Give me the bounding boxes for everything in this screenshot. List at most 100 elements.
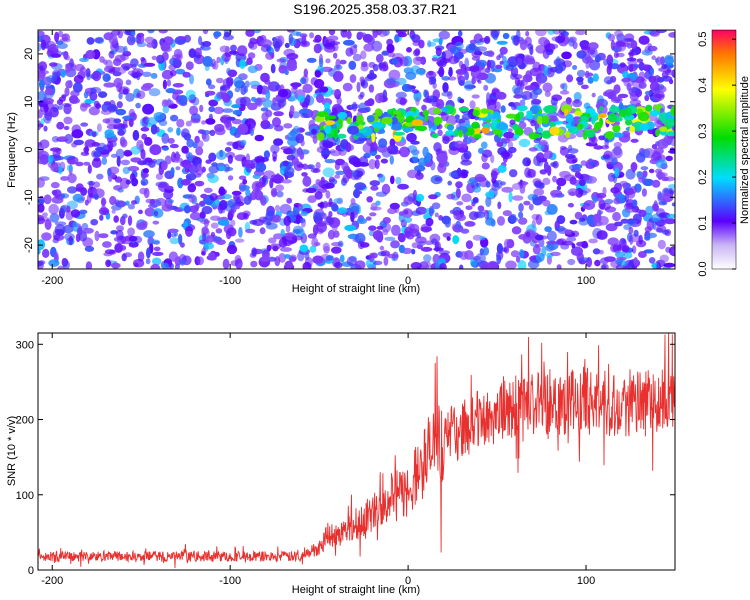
spectrogram-signal-cell — [371, 121, 384, 129]
spectrogram-cell — [316, 222, 328, 233]
spectrogram-cell — [588, 42, 599, 50]
spectrogram-cell — [462, 138, 468, 149]
spectrogram-cell — [243, 159, 255, 168]
spectrogram-cell — [442, 136, 450, 145]
spectrogram-cell — [152, 220, 160, 225]
spectrogram-cell — [284, 166, 295, 177]
spectrogram-cell — [479, 235, 486, 241]
spectrogram-cell — [61, 33, 71, 41]
spectrogram-cell — [199, 45, 211, 51]
spectrogram-cell — [644, 235, 651, 241]
spectrogram-cell — [495, 64, 503, 70]
spectrogram-cell — [567, 188, 579, 197]
spectrogram-cell — [636, 63, 649, 69]
spectrogram-cell — [486, 102, 497, 112]
spectrogram-cell — [378, 64, 389, 72]
spectrogram-signal-cell — [496, 122, 509, 131]
spectrogram-cell — [286, 197, 293, 204]
spectrogram-cell — [368, 159, 377, 170]
spectrogram-cell — [127, 165, 140, 172]
spectrogram-cell — [161, 204, 173, 212]
spectrogram-cell — [247, 65, 258, 74]
spectrogram-cell — [300, 149, 310, 155]
spectrogram-cell — [551, 94, 563, 101]
spectrogram-cell — [374, 154, 381, 160]
spectrogram-cell — [93, 157, 101, 162]
spectrogram-cell — [358, 102, 367, 113]
spectrogram-cell — [99, 56, 105, 63]
spectrogram-cell — [40, 39, 47, 51]
spectrogram-cell — [528, 147, 538, 152]
spectrogram-cell — [63, 125, 70, 131]
spectrogram-cell — [97, 142, 107, 152]
spectrogram-cell — [196, 140, 204, 148]
spectrogram-signal-cell — [625, 107, 632, 117]
spectrogram-signal-cell — [492, 128, 502, 135]
spectrogram-cell — [92, 70, 102, 82]
spectrogram-cell — [623, 202, 635, 210]
spectrogram-cell — [274, 41, 281, 52]
spectrogram-cell — [659, 254, 669, 263]
spectrogram-cell — [270, 187, 278, 198]
spectrogram-cell — [649, 67, 655, 76]
spectrogram-cell — [407, 193, 417, 202]
spectrogram-cell — [286, 62, 298, 72]
spectrogram-cell — [631, 87, 640, 94]
spectrogram-cell — [431, 202, 441, 210]
spectrogram-cell — [651, 203, 660, 212]
spectrogram-cell — [165, 88, 176, 94]
spectrogram-signal-cell — [607, 112, 617, 123]
spectrogram-cell — [38, 120, 42, 131]
spectrogram-cell — [638, 35, 650, 45]
spectrogram-cell — [65, 80, 73, 89]
spectrogram-signal-cell — [598, 113, 607, 119]
spectrogram-cell — [455, 181, 463, 189]
spectrogram-cell — [356, 31, 364, 39]
spectrogram-cell — [147, 30, 155, 34]
spectrogram-cell — [556, 264, 562, 269]
spectrogram-cell — [374, 159, 380, 170]
spectrogram-cell — [316, 93, 324, 104]
spectrogram-cell — [299, 40, 311, 48]
spectrogram-cell — [542, 82, 553, 93]
spectrogram-cell — [108, 50, 115, 59]
spectrogram-cell — [496, 254, 502, 265]
spectrogram-cell — [421, 104, 427, 112]
spectrogram-cell — [438, 37, 443, 46]
spectrogram-cell — [604, 198, 614, 205]
spectrogram-cell — [508, 191, 513, 203]
spectrogram-cell — [284, 42, 290, 49]
spectrogram-cell — [166, 79, 172, 87]
spectrogram-cell — [456, 201, 464, 206]
spectrogram-cell — [226, 244, 238, 255]
spectrogram-cell — [435, 261, 440, 269]
spectrogram-cell — [331, 242, 343, 247]
spectrogram-cell — [523, 200, 531, 206]
spectrogram-cell — [475, 253, 487, 264]
spectrogram-cell — [252, 174, 261, 180]
spectrogram-cell — [518, 249, 525, 259]
spectrogram-cell — [653, 75, 661, 83]
spectrogram-cell — [666, 68, 672, 74]
spectrogram-cell — [129, 173, 136, 182]
spectrogram-cell — [231, 190, 242, 196]
spectrogram-cell — [546, 230, 557, 242]
spectrogram-cell — [120, 159, 130, 166]
spectrogram-cell — [515, 255, 521, 263]
spectrogram-cell — [266, 244, 272, 252]
spectrogram-cell — [413, 49, 420, 57]
spectrogram-cell — [438, 66, 445, 78]
spectrogram-cell — [592, 73, 599, 82]
spectrogram-cell — [62, 260, 70, 269]
spectrogram-cell — [645, 205, 654, 215]
spectrogram-cell — [370, 202, 378, 211]
spectrogram-cell — [189, 105, 199, 116]
spectrogram-cell — [543, 65, 548, 76]
spectrogram-cell — [598, 135, 605, 141]
spectrogram-cell — [603, 76, 614, 85]
spectrogram-cell — [227, 154, 233, 164]
spectrogram-cell — [384, 236, 396, 241]
snr-ytick-label: 100 — [16, 490, 34, 502]
spectrogram-cell — [296, 163, 305, 168]
spectrogram-cell — [328, 211, 333, 218]
